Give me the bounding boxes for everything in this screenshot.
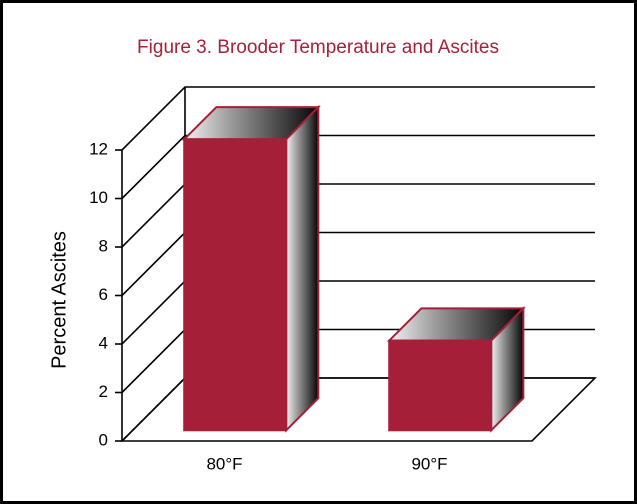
grid-line bbox=[121, 86, 595, 151]
y-tick-label: 2 bbox=[99, 382, 108, 401]
chart-title: Figure 3. Brooder Temperature and Ascite… bbox=[137, 37, 499, 58]
y-axis-label: Percent Ascites bbox=[48, 231, 70, 369]
y-tick-label: 10 bbox=[89, 188, 108, 207]
x-tick-label: 90°F bbox=[411, 454, 447, 473]
bar-side bbox=[285, 104, 320, 433]
y-tick-label: 0 bbox=[99, 430, 108, 449]
x-tick-label: 80°F bbox=[206, 454, 242, 473]
y-tick-label: 4 bbox=[99, 333, 108, 352]
bar bbox=[388, 339, 493, 432]
y-tick-label: 8 bbox=[99, 236, 108, 255]
y-tick-label: 12 bbox=[89, 139, 108, 158]
bar bbox=[183, 138, 288, 432]
y-tick-label: 6 bbox=[99, 285, 108, 304]
grid-line bbox=[121, 134, 595, 200]
